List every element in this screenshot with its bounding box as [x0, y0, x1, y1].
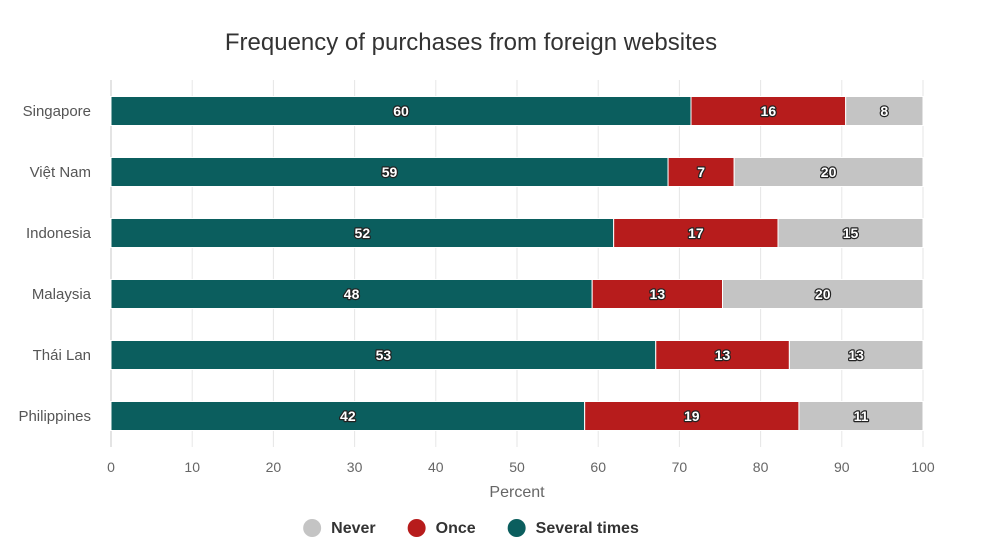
- data-label: 52: [355, 225, 371, 241]
- bar-row: 48 13 20: [110, 279, 924, 309]
- legend-item[interactable]: Never: [303, 519, 376, 537]
- bar-segment[interactable]: [110, 401, 586, 431]
- x-tick-label: 40: [428, 459, 444, 475]
- bar-segment[interactable]: [845, 96, 924, 126]
- category-label: Indonesia: [26, 225, 92, 242]
- data-label: 48: [344, 286, 360, 302]
- x-axis-label: Percent: [489, 484, 545, 501]
- data-label: 42: [340, 408, 356, 424]
- x-tick-label: 30: [347, 459, 363, 475]
- bar-segment[interactable]: [613, 218, 779, 248]
- legend-label: Several times: [536, 520, 639, 537]
- data-label: 8: [880, 103, 888, 119]
- bar-row: 52 17 15: [110, 218, 924, 248]
- x-tick-label: 100: [911, 459, 935, 475]
- bar-segment[interactable]: [110, 340, 657, 370]
- x-axis-ticks: 0 10 20 30 40 50 60 70 80 90 100: [107, 459, 935, 475]
- data-label: 53: [376, 347, 392, 363]
- gridlines: [110, 80, 924, 447]
- bar-segment[interactable]: [798, 401, 924, 431]
- bar-segment[interactable]: [591, 279, 724, 309]
- data-label: 20: [821, 164, 837, 180]
- data-label: 13: [848, 347, 864, 363]
- data-label: 13: [715, 347, 731, 363]
- data-label: 15: [843, 225, 859, 241]
- x-tick-label: 90: [834, 459, 850, 475]
- bar-segment[interactable]: [584, 401, 800, 431]
- bar-segment[interactable]: [667, 157, 735, 187]
- category-label: Việt Nam: [30, 164, 91, 181]
- data-label: 11: [854, 408, 869, 424]
- bar-segment[interactable]: [690, 96, 847, 126]
- bar-segment[interactable]: [110, 279, 593, 309]
- legend-swatch: [507, 519, 526, 537]
- category-label: Malaysia: [32, 286, 92, 303]
- x-tick-label: 20: [266, 459, 282, 475]
- legend-item[interactable]: Once: [407, 519, 476, 537]
- bar-segment[interactable]: [722, 279, 924, 309]
- bar-row: 59 7 20: [110, 157, 924, 187]
- legend-swatch: [303, 519, 322, 537]
- data-label: 20: [815, 286, 831, 302]
- legend-label: Once: [436, 520, 476, 537]
- bars: 60 16 8 59 7 20 52 17 15 48 13 20 53 13 13 42 19 11: [110, 96, 924, 431]
- category-label: Singapore: [23, 103, 91, 120]
- bar-segment[interactable]: [777, 218, 924, 248]
- data-label: 16: [761, 103, 777, 119]
- data-label: 19: [684, 408, 700, 424]
- bar-segment[interactable]: [110, 218, 615, 248]
- x-tick-label: 60: [590, 459, 606, 475]
- category-labels: Singapore Việt Nam Indonesia Malaysia Thái L…: [18, 103, 91, 425]
- x-tick-label: 0: [107, 459, 115, 475]
- legend-label: Never: [331, 520, 375, 537]
- legend[interactable]: Never Once Several times: [303, 519, 639, 537]
- bar-row: 53 13 13: [110, 340, 924, 370]
- legend-swatch: [407, 519, 426, 537]
- category-label: Philippines: [18, 408, 91, 425]
- bar-row: 60 16 8: [110, 96, 924, 126]
- data-label: 7: [697, 164, 705, 180]
- x-tick-label: 10: [184, 459, 200, 475]
- x-tick-label: 50: [509, 459, 525, 475]
- bar-segment[interactable]: [110, 96, 692, 126]
- chart-title: Frequency of purchases from foreign webs…: [225, 29, 717, 56]
- data-label: 59: [382, 164, 398, 180]
- data-label: 60: [393, 103, 409, 119]
- x-tick-label: 70: [672, 459, 688, 475]
- legend-item[interactable]: Several times: [507, 519, 639, 537]
- bar-segment[interactable]: [733, 157, 924, 187]
- bar-segment[interactable]: [788, 340, 924, 370]
- data-label: 13: [650, 286, 666, 302]
- bar-row: 42 19 11: [110, 401, 924, 431]
- data-label: 17: [688, 225, 704, 241]
- x-tick-label: 80: [753, 459, 769, 475]
- category-label: Thái Lan: [33, 347, 91, 364]
